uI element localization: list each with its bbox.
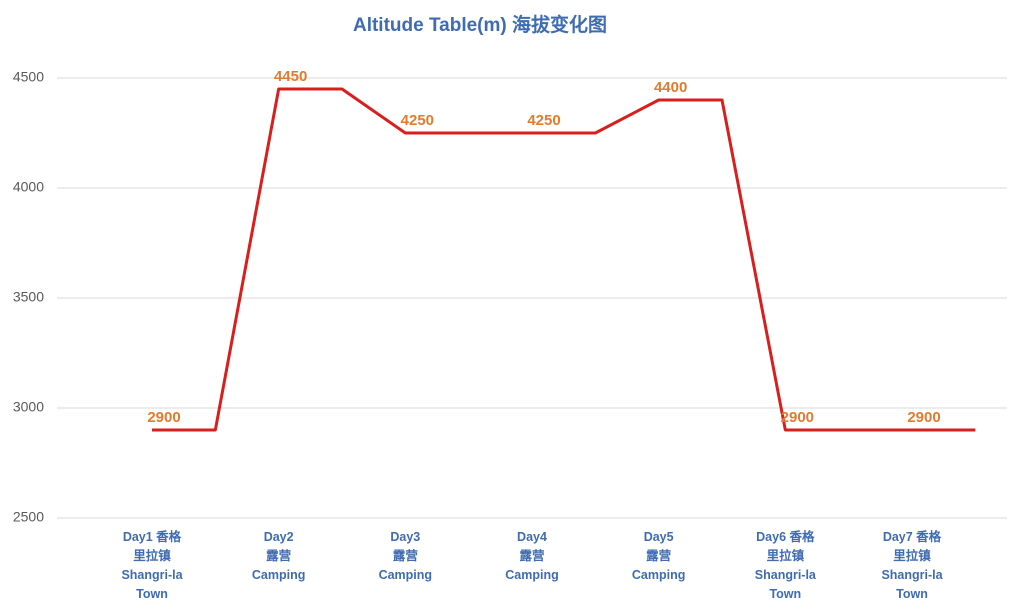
data-label: 2900 xyxy=(907,409,940,426)
x-tick-label: Day1 香格 里拉镇 Shangri-la Town xyxy=(121,530,183,601)
data-label: 4400 xyxy=(654,79,687,96)
x-tick-label: Day4 露营 Camping xyxy=(505,530,559,582)
x-tick-label: Day7 香格 里拉镇 Shangri-la Town xyxy=(881,530,943,601)
x-tick-label: Day3 露营 Camping xyxy=(378,530,433,582)
y-tick-label: 3000 xyxy=(13,399,44,415)
data-label: 2900 xyxy=(147,409,180,426)
x-tick-label: Day2 露营 Camping xyxy=(251,530,306,582)
data-label: 4250 xyxy=(401,112,434,129)
x-tick-label: Day5 露营 Camping xyxy=(631,530,686,582)
y-tick-label: 3500 xyxy=(13,289,44,305)
data-label: 2900 xyxy=(781,409,814,426)
y-tick-label: 2500 xyxy=(13,509,44,525)
y-tick-label: 4000 xyxy=(13,179,44,195)
line xyxy=(152,87,976,432)
x-tick-label: Day6 香格 里拉镇 Shangri-la Town xyxy=(754,530,816,601)
data-label: 4250 xyxy=(527,112,560,129)
y-tick-label: 4500 xyxy=(13,69,44,85)
chart-title: Altitude Table(m) 海拔变化图 xyxy=(353,13,607,36)
data-label: 4450 xyxy=(274,68,307,85)
